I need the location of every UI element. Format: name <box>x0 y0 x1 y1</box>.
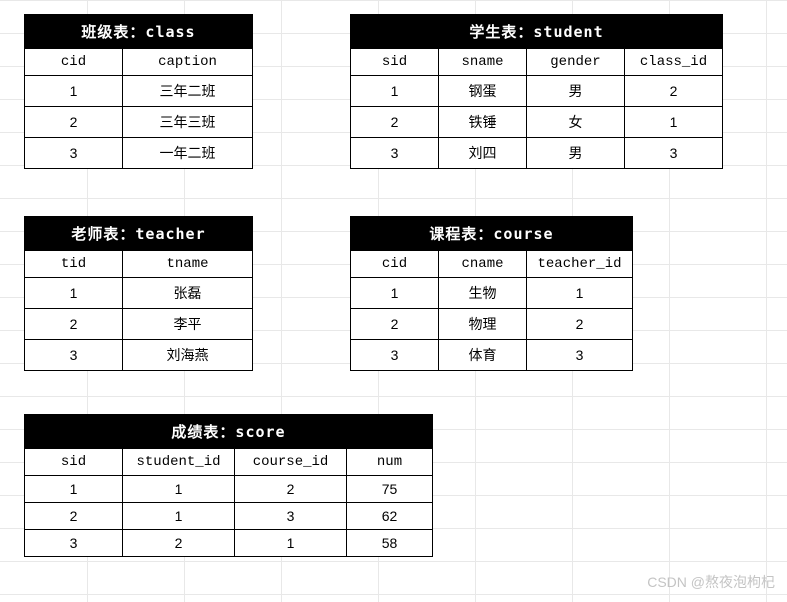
table-student-header-row: sid sname gender class_id <box>351 49 723 76</box>
col-cid: cid <box>351 251 439 278</box>
col-cname: cname <box>439 251 527 278</box>
col-num: num <box>347 449 433 476</box>
col-course-id: course_id <box>235 449 347 476</box>
table-row: 1张磊 <box>25 278 253 309</box>
table-score: 成绩表：score sid student_id course_id num 1… <box>24 414 433 557</box>
table-row: 3体育3 <box>351 340 633 371</box>
table-course-header-row: cid cname teacher_id <box>351 251 633 278</box>
col-student-id: student_id <box>123 449 235 476</box>
table-course: 课程表：course cid cname teacher_id 1生物1 2物理… <box>350 216 633 371</box>
table-teacher: 老师表：teacher tid tname 1张磊 2李平 3刘海燕 <box>24 216 253 371</box>
table-class-title: 班级表：class <box>25 15 253 49</box>
table-class-header-row: cid caption <box>25 49 253 76</box>
table-row: 3一年二班 <box>25 138 253 169</box>
table-row: 1钢蛋男2 <box>351 76 723 107</box>
table-row: 1生物1 <box>351 278 633 309</box>
content-layer: 班级表：class cid caption 1三年二班 2三年三班 3一年二班 … <box>0 0 787 602</box>
col-sname: sname <box>439 49 527 76</box>
table-teacher-header-row: tid tname <box>25 251 253 278</box>
col-gender: gender <box>527 49 625 76</box>
table-row: 2铁锤女1 <box>351 107 723 138</box>
table-row: 2三年三班 <box>25 107 253 138</box>
col-caption: caption <box>123 49 253 76</box>
col-tname: tname <box>123 251 253 278</box>
table-row: 32158 <box>25 530 433 557</box>
col-tid: tid <box>25 251 123 278</box>
col-teacher-id: teacher_id <box>527 251 633 278</box>
table-row: 3刘海燕 <box>25 340 253 371</box>
table-course-title: 课程表：course <box>351 217 633 251</box>
table-row: 3刘四男3 <box>351 138 723 169</box>
table-row: 1三年二班 <box>25 76 253 107</box>
table-score-header-row: sid student_id course_id num <box>25 449 433 476</box>
watermark-text: CSDN @熬夜泡枸杞 <box>647 572 775 592</box>
table-row: 11275 <box>25 476 433 503</box>
table-student-title: 学生表：student <box>351 15 723 49</box>
table-row: 2物理2 <box>351 309 633 340</box>
table-row: 2李平 <box>25 309 253 340</box>
table-student: 学生表：student sid sname gender class_id 1钢… <box>350 14 723 169</box>
col-sid: sid <box>25 449 123 476</box>
table-score-title: 成绩表：score <box>25 415 433 449</box>
col-sid: sid <box>351 49 439 76</box>
col-class-id: class_id <box>625 49 723 76</box>
table-class: 班级表：class cid caption 1三年二班 2三年三班 3一年二班 <box>24 14 253 169</box>
table-row: 21362 <box>25 503 433 530</box>
col-cid: cid <box>25 49 123 76</box>
table-teacher-title: 老师表：teacher <box>25 217 253 251</box>
